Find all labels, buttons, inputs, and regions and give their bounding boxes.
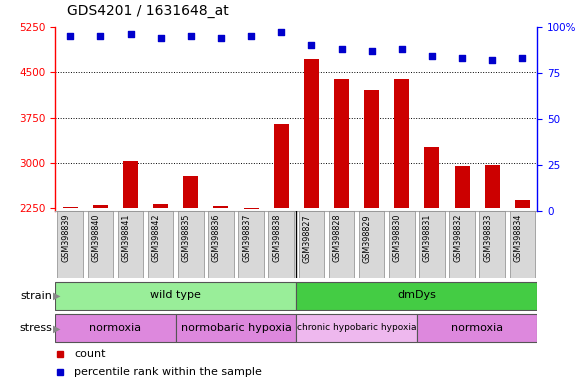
Text: GSM398830: GSM398830: [393, 214, 402, 262]
Text: GSM398839: GSM398839: [61, 214, 70, 262]
Bar: [243, 208, 259, 209]
Bar: [417, 314, 537, 342]
Bar: [58, 211, 83, 278]
Bar: [515, 200, 530, 208]
Bar: [329, 211, 354, 278]
Text: strain: strain: [20, 291, 52, 301]
Bar: [176, 314, 296, 342]
Bar: [274, 124, 289, 208]
Bar: [63, 207, 78, 208]
Text: GSM398841: GSM398841: [121, 214, 131, 262]
Text: normobaric hypoxia: normobaric hypoxia: [181, 323, 292, 333]
Point: [186, 33, 195, 39]
Bar: [304, 59, 319, 208]
Bar: [118, 211, 144, 278]
Bar: [88, 211, 113, 278]
Text: chronic hypobaric hypoxia: chronic hypobaric hypoxia: [297, 323, 417, 332]
Point: [246, 33, 256, 39]
Text: stress: stress: [19, 323, 52, 333]
Text: GDS4201 / 1631648_at: GDS4201 / 1631648_at: [67, 4, 228, 18]
Text: GSM398828: GSM398828: [332, 214, 342, 262]
Bar: [268, 211, 294, 278]
Bar: [359, 211, 385, 278]
Text: percentile rank within the sample: percentile rank within the sample: [74, 366, 263, 377]
Bar: [208, 211, 234, 278]
Bar: [213, 206, 228, 208]
Text: GSM398827: GSM398827: [302, 214, 311, 263]
Point: [216, 35, 225, 41]
Point: [427, 53, 436, 60]
Bar: [454, 167, 469, 208]
Bar: [55, 314, 176, 342]
Bar: [389, 211, 415, 278]
Text: GSM398833: GSM398833: [483, 214, 492, 262]
Text: GSM398831: GSM398831: [423, 214, 432, 262]
Bar: [394, 79, 410, 208]
Text: dmDys: dmDys: [397, 290, 436, 300]
Bar: [510, 211, 535, 278]
Point: [457, 55, 467, 61]
Text: GSM398832: GSM398832: [453, 214, 462, 262]
Text: ▶: ▶: [53, 323, 61, 333]
Bar: [296, 314, 417, 342]
Point: [337, 46, 346, 52]
Bar: [485, 165, 500, 208]
Text: wild type: wild type: [150, 290, 201, 300]
Text: GSM398834: GSM398834: [514, 214, 522, 262]
Text: GSM398837: GSM398837: [242, 214, 251, 262]
Bar: [424, 147, 439, 208]
Bar: [479, 211, 505, 278]
Text: count: count: [74, 349, 106, 359]
Bar: [123, 161, 138, 208]
Point: [66, 33, 75, 39]
Bar: [364, 90, 379, 208]
Point: [277, 29, 286, 35]
Bar: [178, 211, 203, 278]
Bar: [148, 211, 174, 278]
Point: [126, 31, 135, 37]
Text: GSM398838: GSM398838: [272, 214, 281, 262]
Point: [487, 57, 497, 63]
Text: GSM398835: GSM398835: [182, 214, 191, 262]
Bar: [296, 282, 537, 310]
Text: ▶: ▶: [53, 291, 61, 301]
Text: GSM398842: GSM398842: [152, 214, 161, 262]
Text: normoxia: normoxia: [89, 323, 142, 333]
Point: [307, 42, 316, 48]
Bar: [419, 211, 444, 278]
Text: GSM398829: GSM398829: [363, 214, 372, 263]
Text: GSM398840: GSM398840: [91, 214, 101, 262]
Point: [156, 35, 166, 41]
Bar: [334, 79, 349, 208]
Bar: [238, 211, 264, 278]
Bar: [183, 175, 198, 208]
Bar: [449, 211, 475, 278]
Point: [397, 46, 407, 52]
Bar: [55, 282, 296, 310]
Text: GSM398836: GSM398836: [212, 214, 221, 262]
Text: normoxia: normoxia: [451, 323, 503, 333]
Bar: [299, 211, 324, 278]
Point: [96, 33, 105, 39]
Point: [518, 55, 527, 61]
Bar: [93, 205, 108, 208]
Point: [367, 48, 376, 54]
Bar: [153, 204, 168, 208]
